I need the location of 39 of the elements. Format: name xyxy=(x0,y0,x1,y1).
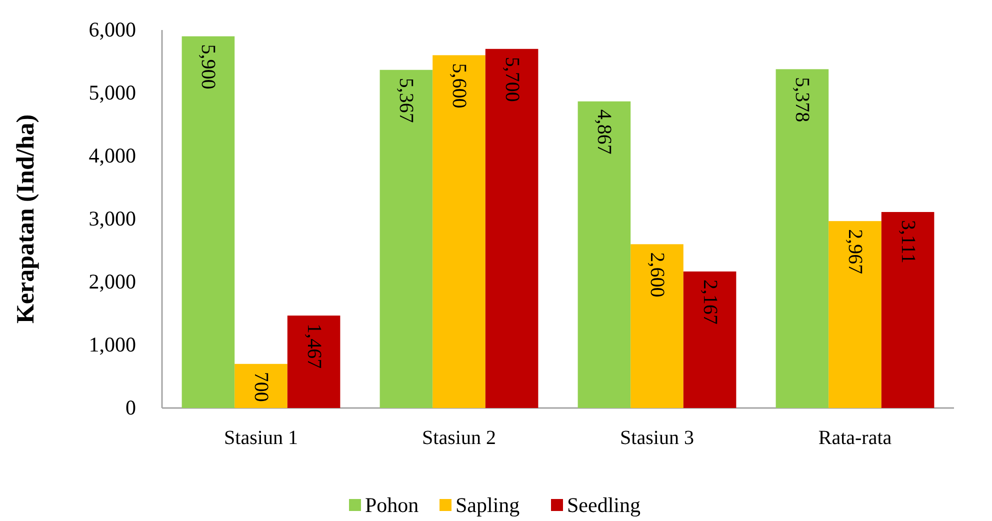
data-label: 5,378 xyxy=(791,77,814,122)
data-label: 2,967 xyxy=(844,229,866,274)
x-tick-label: Rata-rata xyxy=(818,427,892,450)
bar xyxy=(881,212,934,408)
y-tick-label: 3,000 xyxy=(88,206,136,231)
bar xyxy=(380,70,433,408)
bar xyxy=(683,271,736,408)
y-tick-label: 0 xyxy=(126,396,136,420)
y-tick-label: 5,000 xyxy=(88,80,136,105)
y-tick-label: 2,000 xyxy=(88,270,136,294)
data-label: 3,111 xyxy=(896,220,919,264)
y-axis-title: Kerapatan (Ind/ha) xyxy=(12,114,40,324)
data-label: 5,700 xyxy=(500,56,523,102)
data-label: 2,167 xyxy=(698,279,721,324)
legend-label: Sapling xyxy=(456,493,520,517)
y-tick-label: 4,000 xyxy=(88,144,136,168)
bar xyxy=(630,244,684,408)
bar xyxy=(182,36,235,408)
data-label: 2,600 xyxy=(646,252,668,298)
data-label: 1,467 xyxy=(302,324,325,369)
bar xyxy=(432,55,486,408)
legend-label: Pohon xyxy=(365,493,420,517)
y-tick-label: 1,000 xyxy=(88,332,136,357)
bar xyxy=(287,316,340,408)
data-label: 5,600 xyxy=(448,63,470,108)
bar xyxy=(485,48,538,408)
y-tick-label: 6,000 xyxy=(88,18,136,42)
x-tick-label: Stasiun 3 xyxy=(620,427,694,450)
bar xyxy=(234,364,288,408)
bar xyxy=(578,101,631,408)
data-label: 4,867 xyxy=(593,109,616,154)
data-label: 5,367 xyxy=(395,78,418,123)
x-tick-label: Stasiun 1 xyxy=(224,427,298,450)
x-tick-label: Stasiun 2 xyxy=(422,427,496,450)
legend-label: Seedling xyxy=(567,493,641,517)
data-label: 700 xyxy=(250,372,272,402)
data-label: 5,900 xyxy=(197,44,220,90)
bar xyxy=(776,69,829,408)
bar xyxy=(828,221,882,408)
